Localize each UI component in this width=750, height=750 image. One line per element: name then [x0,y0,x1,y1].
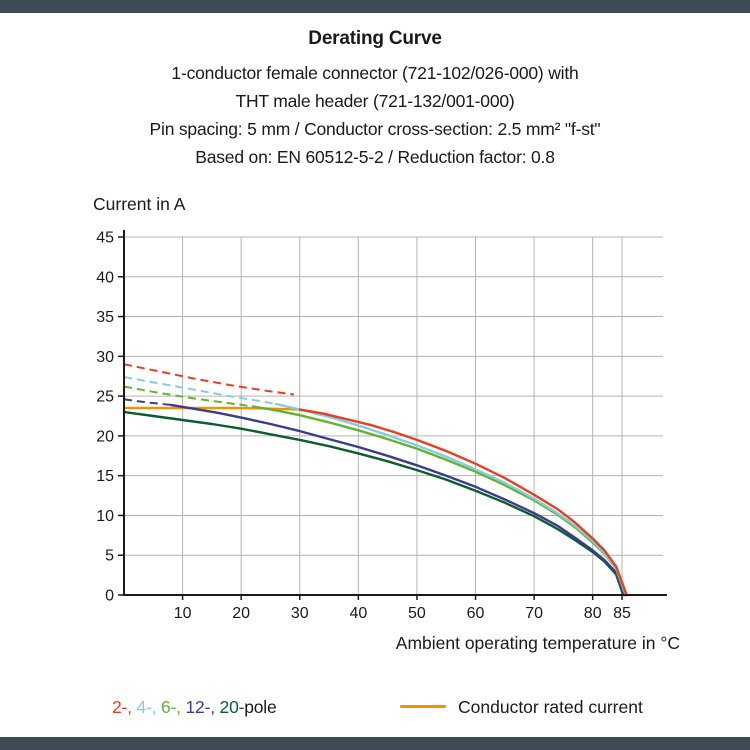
series-conductor-rated-current [122,406,302,411]
legend-rated-label: Conductor rated current [458,697,643,717]
svg-text:25: 25 [96,389,114,406]
rated-current-line-swatch [400,704,446,709]
derating-chart: 10 20 30 40 50 60 70 80 85 0 5 10 15 20 25 30 35 40 45 [96,230,667,622]
svg-text:20: 20 [96,428,114,445]
svg-text:85: 85 [613,605,631,622]
subtitle-line-4: Based on: EN 60512-5-2 / Reduction facto… [195,147,555,167]
svg-text:40: 40 [96,269,114,286]
svg-text:30: 30 [291,605,309,622]
legend-pole-6: 6-, [161,697,186,717]
x-tick-labels: 10 20 30 40 50 60 70 80 85 [174,605,631,622]
x-axis-title: Ambient operating temperature in °C [395,633,680,653]
series-4-pole [123,376,628,597]
page-title: Derating Curve [308,28,442,49]
subtitle-line-3: Pin spacing: 5 mm / Conductor cross-sect… [149,119,601,139]
title-block: Derating Curve 1-conductor female connec… [0,28,750,171]
svg-text:20: 20 [232,605,250,622]
y-tick-labels: 0 5 10 15 20 25 30 35 40 45 [96,230,114,605]
legend-pole-4: 4-, [136,697,161,717]
bottom-accent-bar [0,737,750,750]
svg-text:80: 80 [584,605,602,622]
svg-text:5: 5 [105,548,114,565]
svg-text:0: 0 [105,588,114,605]
svg-text:50: 50 [408,605,426,622]
legend-pole-20: 20- [219,697,245,717]
y-axis-title: Current in A [93,194,186,214]
series-2-pole [123,363,628,597]
tick-marks [118,236,623,600]
legend-pole-2: 2-, [112,697,137,717]
svg-text:70: 70 [525,605,543,622]
svg-text:45: 45 [96,230,114,247]
legend-pole-suffix: pole [244,697,277,717]
legend-pole-12: 12-, [185,697,220,717]
svg-text:60: 60 [467,605,485,622]
series-6-pole [123,385,627,597]
subtitle-line-1: 1-conductor female connector (721-102/02… [171,63,579,83]
svg-text:15: 15 [96,468,114,485]
top-accent-bar [0,0,750,13]
svg-text:35: 35 [96,309,114,326]
gridlines [124,236,663,595]
series-12-pole [123,398,626,597]
axes [123,230,667,596]
svg-text:40: 40 [349,605,367,622]
subtitle-line-2: THT male header (721-132/001-000) [235,91,515,111]
series-20-pole [122,410,625,597]
legend-pole-counts: 2-, 4-, 6-, 12-, 20-pole [112,697,277,718]
svg-text:10: 10 [174,605,192,622]
svg-text:30: 30 [96,349,114,366]
svg-text:10: 10 [96,508,114,525]
legend-rated-current: Conductor rated current [400,697,643,718]
